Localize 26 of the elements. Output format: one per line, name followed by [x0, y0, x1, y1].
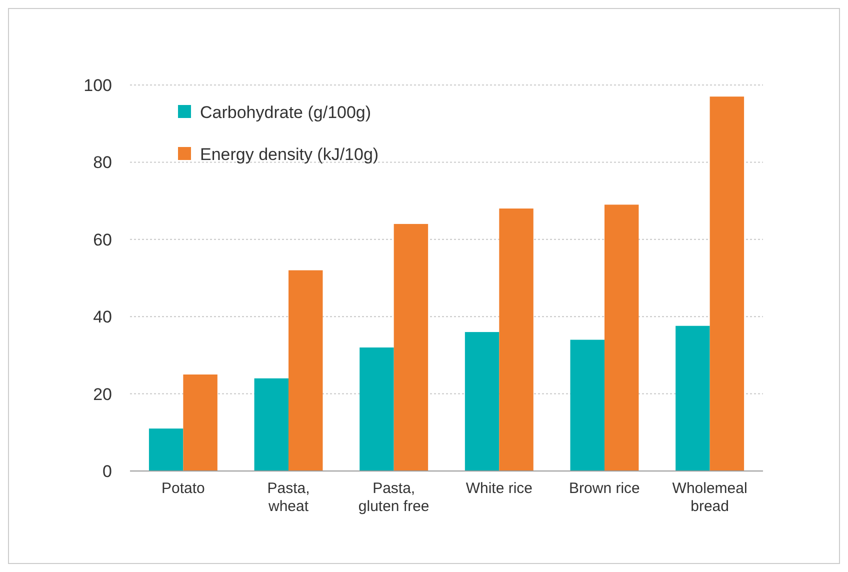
- y-tick-label: 40: [93, 308, 112, 327]
- y-tick-label: 100: [84, 76, 112, 95]
- bar: [288, 270, 323, 471]
- bar: [570, 340, 604, 471]
- bar: [464, 332, 500, 471]
- y-tick-label: 80: [93, 153, 112, 172]
- bar: [183, 374, 218, 471]
- x-tick-label: White rice: [466, 480, 533, 497]
- bar: [254, 378, 289, 471]
- bar: [148, 428, 184, 471]
- bar: [499, 208, 534, 471]
- x-tick-label: Wholemeal bread: [672, 480, 748, 515]
- legend-label: Carbohydrate (g/100g): [200, 102, 372, 122]
- legend-label: Energy density (kJ/10g): [200, 144, 379, 164]
- bar: [604, 204, 639, 471]
- x-tick-label: Brown rice: [569, 480, 640, 497]
- bar: [710, 96, 744, 471]
- bar: [676, 326, 710, 471]
- y-tick-label: 60: [93, 230, 112, 250]
- x-tick-label: Pasta, wheat: [267, 480, 310, 515]
- y-tick-label: 0: [102, 462, 112, 481]
- y-tick-label: 20: [93, 384, 112, 404]
- x-tick-label: Potato: [162, 480, 205, 497]
- bar: [394, 224, 428, 471]
- bar: [360, 347, 394, 471]
- x-tick-label: Pasta, gluten free: [358, 480, 430, 515]
